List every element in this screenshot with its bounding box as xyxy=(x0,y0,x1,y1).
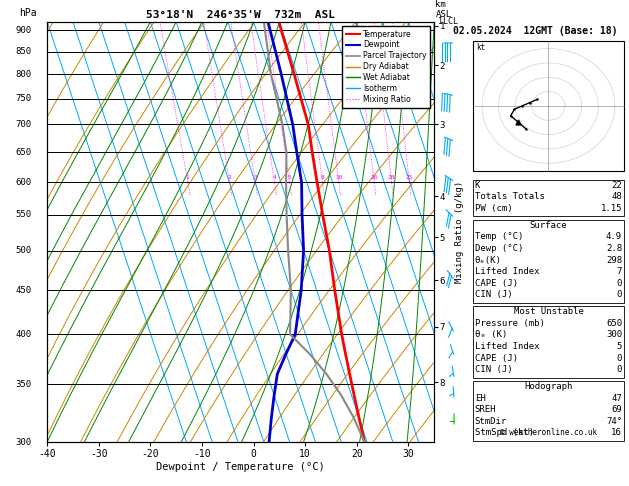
Text: Surface: Surface xyxy=(530,221,567,230)
Text: 8: 8 xyxy=(320,175,324,180)
Text: 650: 650 xyxy=(16,148,31,156)
Bar xyxy=(473,381,624,441)
Text: 2: 2 xyxy=(227,175,231,180)
Text: 298: 298 xyxy=(606,256,622,264)
Text: CAPE (J): CAPE (J) xyxy=(475,279,518,288)
Text: 69: 69 xyxy=(611,405,622,414)
Text: 300: 300 xyxy=(16,438,31,447)
Text: Temp (°C): Temp (°C) xyxy=(475,232,523,242)
Legend: Temperature, Dewpoint, Parcel Trajectory, Dry Adiabat, Wet Adiabat, Isotherm, Mi: Temperature, Dewpoint, Parcel Trajectory… xyxy=(342,26,430,108)
Text: 0: 0 xyxy=(616,353,622,363)
Text: 650: 650 xyxy=(606,319,622,328)
Text: 0: 0 xyxy=(616,365,622,374)
Text: 1LCL: 1LCL xyxy=(438,17,458,26)
Text: 550: 550 xyxy=(16,210,31,219)
Text: 3: 3 xyxy=(253,175,257,180)
Text: 74°: 74° xyxy=(606,417,622,426)
Text: 5: 5 xyxy=(616,342,622,351)
Text: 700: 700 xyxy=(16,120,31,129)
Text: Lifted Index: Lifted Index xyxy=(475,342,539,351)
Text: 2.8: 2.8 xyxy=(606,244,622,253)
Text: θₑ(K): θₑ(K) xyxy=(475,256,502,264)
Text: θₑ (K): θₑ (K) xyxy=(475,330,507,339)
Text: 1.15: 1.15 xyxy=(601,204,622,213)
Text: 16: 16 xyxy=(370,175,378,180)
Text: 600: 600 xyxy=(16,178,31,187)
Text: 4: 4 xyxy=(272,175,276,180)
Text: Totals Totals: Totals Totals xyxy=(475,192,545,201)
Text: CAPE (J): CAPE (J) xyxy=(475,353,518,363)
Text: Pressure (mb): Pressure (mb) xyxy=(475,319,545,328)
Text: 800: 800 xyxy=(16,70,31,79)
Text: © weatheronline.co.uk: © weatheronline.co.uk xyxy=(500,428,597,437)
Text: PW (cm): PW (cm) xyxy=(475,204,513,213)
Text: Dewp (°C): Dewp (°C) xyxy=(475,244,523,253)
Text: CIN (J): CIN (J) xyxy=(475,290,513,299)
Text: 48: 48 xyxy=(611,192,622,201)
Text: Most Unstable: Most Unstable xyxy=(513,307,583,316)
Text: kt: kt xyxy=(476,43,485,52)
Bar xyxy=(473,179,624,216)
Text: km
ASL: km ASL xyxy=(435,0,452,19)
Text: 500: 500 xyxy=(16,246,31,255)
Bar xyxy=(473,306,624,378)
Text: StmDir: StmDir xyxy=(475,417,507,426)
Text: 0: 0 xyxy=(616,290,622,299)
Text: StmSpd (kt): StmSpd (kt) xyxy=(475,428,534,437)
Text: 750: 750 xyxy=(16,94,31,103)
Text: 22: 22 xyxy=(611,181,622,190)
Text: CIN (J): CIN (J) xyxy=(475,365,513,374)
Text: 02.05.2024  12GMT (Base: 18): 02.05.2024 12GMT (Base: 18) xyxy=(453,26,618,36)
Title: 53°18'N  246°35'W  732m  ASL: 53°18'N 246°35'W 732m ASL xyxy=(146,10,335,20)
Text: 16: 16 xyxy=(611,428,622,437)
Text: 0: 0 xyxy=(616,279,622,288)
Text: K: K xyxy=(475,181,480,190)
Bar xyxy=(473,41,624,171)
Text: 5: 5 xyxy=(287,175,291,180)
Text: Lifted Index: Lifted Index xyxy=(475,267,539,276)
Text: 47: 47 xyxy=(611,394,622,403)
Text: 4.9: 4.9 xyxy=(606,232,622,242)
Text: 900: 900 xyxy=(16,26,31,35)
Text: EH: EH xyxy=(475,394,486,403)
Text: 20: 20 xyxy=(387,175,395,180)
Text: 850: 850 xyxy=(16,47,31,56)
Text: 10: 10 xyxy=(335,175,342,180)
Text: 25: 25 xyxy=(405,175,413,180)
Text: Mixing Ratio (g/kg): Mixing Ratio (g/kg) xyxy=(455,181,464,283)
Text: 350: 350 xyxy=(16,380,31,389)
Text: 400: 400 xyxy=(16,330,31,339)
Text: hPa: hPa xyxy=(19,8,36,18)
Bar xyxy=(473,220,624,303)
X-axis label: Dewpoint / Temperature (°C): Dewpoint / Temperature (°C) xyxy=(157,462,325,472)
Text: 1: 1 xyxy=(186,175,189,180)
Text: 450: 450 xyxy=(16,286,31,295)
Text: SREH: SREH xyxy=(475,405,496,414)
Text: 7: 7 xyxy=(616,267,622,276)
Text: Hodograph: Hodograph xyxy=(524,382,572,391)
Text: 300: 300 xyxy=(606,330,622,339)
